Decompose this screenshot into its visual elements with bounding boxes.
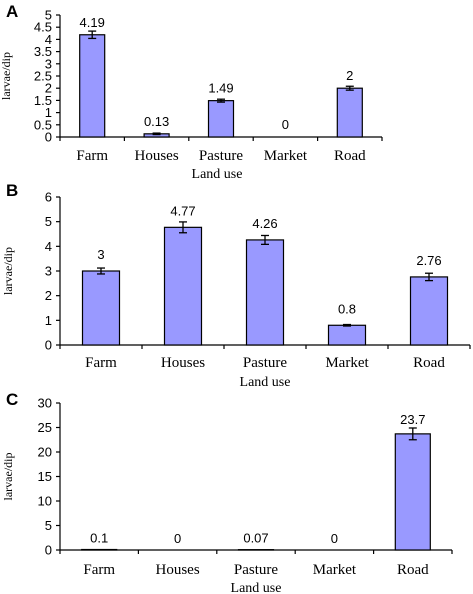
y-tick-label: 0	[45, 338, 52, 353]
y-tick-label: 5	[45, 518, 52, 533]
x-category-label: Pasture	[199, 148, 244, 164]
data-label: 0.07	[243, 531, 268, 546]
data-label: 2	[346, 68, 353, 83]
y-tick-label: 2.5	[34, 69, 52, 84]
panel-letter: B	[6, 181, 18, 200]
data-label: 2.76	[416, 253, 441, 268]
data-label: 23.7	[400, 412, 425, 427]
y-tick-label: 20	[38, 445, 52, 460]
bar-pasture	[245, 239, 285, 346]
y-tick-label: 1	[45, 105, 52, 120]
data-label: 0.8	[338, 301, 356, 316]
x-category-label: Road	[413, 355, 445, 371]
y-tick-label: 4	[45, 239, 52, 254]
x-category-label: Houses	[156, 562, 200, 578]
y-tick-label: 30	[38, 396, 52, 411]
y-tick-label: 0.5	[34, 117, 52, 132]
y-axis-title: larvae/dip	[0, 52, 13, 100]
x-category-label: Farm	[85, 355, 117, 371]
y-tick-label: 25	[38, 420, 52, 435]
bar-pasture	[207, 100, 235, 138]
y-tick-label: 5	[45, 214, 52, 229]
x-category-label: Road	[397, 562, 429, 578]
y-tick-label: 3	[45, 56, 52, 71]
y-tick-label: 2	[45, 81, 52, 96]
chart-panel-c: C 0 5 10 15 20 25 30 0.1 Farm 0 Houses 0.07 Pasture 0 M…	[1, 390, 453, 594]
data-label: 0.13	[144, 114, 169, 129]
y-tick-label: 4	[45, 32, 52, 47]
data-label: 4.77	[170, 203, 195, 218]
y-tick-label: 4.5	[34, 20, 52, 35]
x-axis-title: Land use	[192, 167, 243, 182]
y-tick-label: 1	[45, 313, 52, 328]
bar-farm	[81, 270, 121, 346]
y-tick-label: 10	[38, 494, 52, 509]
y-tick-label: 15	[38, 469, 52, 484]
y-tick-label: 3.5	[34, 44, 52, 59]
x-category-label: Farm	[83, 562, 115, 578]
chart-panel-b: B 0 1 2 3 4 5 6 3 Farm 4.77 Houses 4.26 Pasture 0.8 Mar…	[1, 181, 471, 390]
x-axis-title: Land use	[231, 581, 282, 594]
y-tick-label: 5	[45, 8, 52, 23]
y-tick-label: 1.5	[34, 93, 52, 108]
data-label: 4.19	[80, 15, 105, 30]
y-tick-label: 6	[45, 190, 52, 205]
x-category-label: Pasture	[243, 355, 288, 371]
x-category-label: Road	[334, 148, 366, 164]
x-axis-title: Land use	[240, 375, 291, 390]
bar-road	[336, 87, 363, 138]
chart-panel-a: A00.511.522.533.544.55 4.19Farm0.13Houses…	[0, 2, 383, 182]
x-category-label: Pasture	[234, 562, 279, 578]
data-label: 1.49	[208, 81, 233, 96]
x-category-label: Market	[313, 562, 357, 578]
panel-letter: A	[6, 2, 18, 21]
x-category-label: Market	[264, 148, 308, 164]
y-tick-label: 0	[45, 543, 52, 558]
bar-farm	[79, 34, 106, 138]
bar-houses	[163, 226, 203, 346]
bar-road	[394, 433, 431, 551]
y-tick-label: 2	[45, 288, 52, 303]
y-axis-title: larvae/dip	[1, 453, 15, 501]
bar-market	[327, 324, 367, 346]
y-tick-label: 3	[45, 264, 52, 279]
bar-road	[409, 276, 449, 346]
data-label: 0	[331, 531, 338, 546]
y-tick-label: 0	[45, 130, 52, 145]
x-category-label: Market	[325, 355, 369, 371]
data-label: 4.26	[252, 216, 277, 231]
data-label: 0	[174, 531, 181, 546]
panel-letter: C	[6, 390, 18, 409]
y-axis-title: larvae/dip	[1, 247, 15, 295]
data-label: 0	[282, 117, 289, 132]
data-label: 3	[97, 247, 104, 262]
x-category-label: Houses	[161, 355, 205, 371]
x-category-label: Farm	[76, 148, 108, 164]
data-label: 0.1	[90, 531, 108, 546]
x-category-label: Houses	[135, 148, 179, 164]
